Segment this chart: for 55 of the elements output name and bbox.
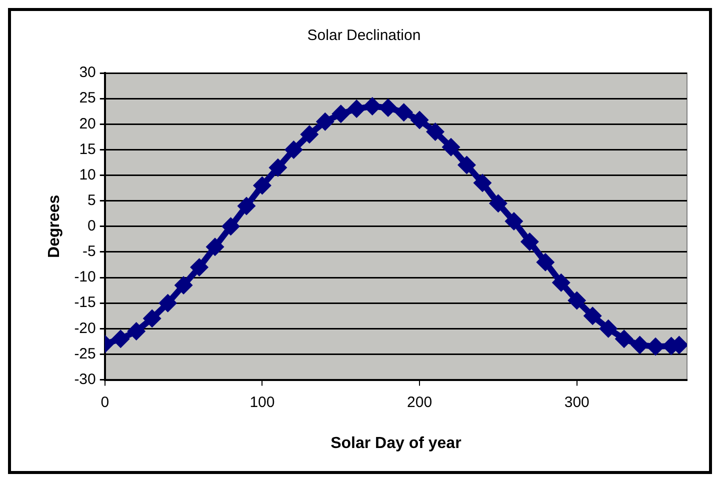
point (396, 104, 412, 120)
y-tick-label: -25 (74, 345, 96, 362)
point (522, 234, 538, 250)
point (380, 100, 396, 116)
chart-title: Solar Declination (307, 27, 421, 44)
point (364, 98, 380, 114)
point (584, 308, 601, 324)
point (128, 323, 144, 340)
y-tick-label: -20 (74, 320, 96, 337)
point (474, 174, 490, 191)
point (632, 337, 648, 354)
point (506, 213, 522, 230)
point (412, 112, 428, 128)
point (537, 254, 554, 270)
x-tick-label: 200 (407, 394, 432, 411)
point (270, 160, 286, 176)
y-tick-label: 30 (79, 64, 96, 82)
point (286, 142, 302, 158)
point (568, 292, 585, 309)
point (176, 277, 192, 294)
y-tick-label: 25 (79, 90, 96, 107)
point (207, 238, 224, 255)
point (490, 195, 506, 212)
y-axis-title: Degrees (46, 194, 64, 258)
point (160, 295, 176, 312)
point (458, 157, 475, 174)
y-tick-label: 20 (79, 115, 96, 132)
point (222, 218, 239, 234)
point (301, 126, 318, 142)
point (348, 100, 365, 117)
point (238, 198, 254, 214)
point (317, 114, 334, 130)
point (443, 139, 460, 156)
point (254, 177, 270, 194)
x-tick-label: 0 (100, 394, 110, 411)
x-tick-label: 300 (564, 394, 590, 411)
y-tick-label: 10 (79, 166, 96, 184)
y-tick-label: -30 (74, 370, 96, 388)
x-tick-label: 100 (250, 394, 275, 411)
y-tick-label: 5 (88, 192, 96, 209)
x-axis-title: Solar Day of year (330, 434, 462, 452)
point (332, 106, 349, 122)
point (600, 320, 616, 337)
y-tick-label: -10 (74, 268, 96, 286)
y-tick-label: -5 (82, 243, 96, 260)
point (427, 124, 444, 140)
point (616, 330, 632, 347)
point (112, 330, 129, 347)
point (191, 259, 208, 276)
y-tick-label: -15 (74, 294, 96, 312)
point (648, 338, 664, 355)
point (144, 310, 160, 326)
y-tick-label: 15 (79, 140, 96, 158)
point (553, 274, 570, 291)
y-tick-label: 0 (88, 218, 96, 235)
